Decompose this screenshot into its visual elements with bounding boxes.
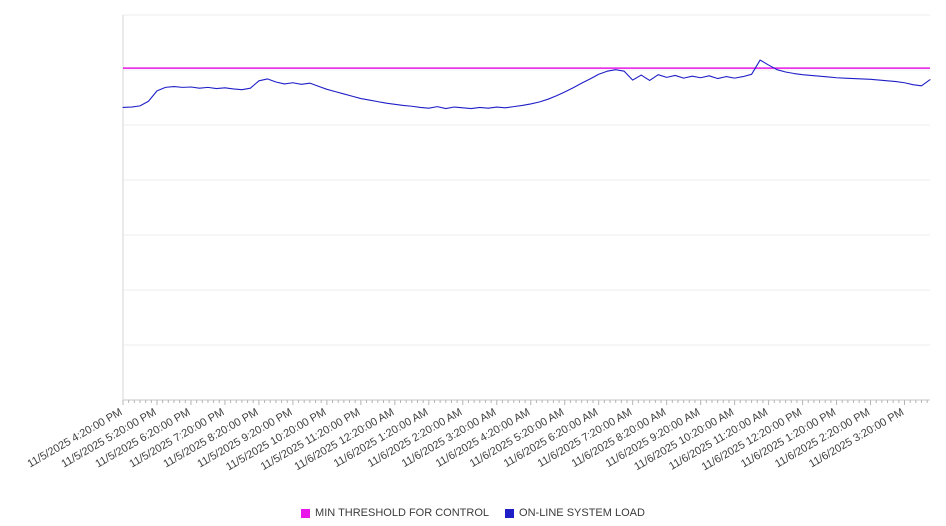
system-load-line (122, 59, 931, 110)
legend-label-min-threshold: MIN THRESHOLD FOR CONTROL (315, 507, 490, 519)
chart-legend: MIN THRESHOLD FOR CONTROL ON-LINE SYSTEM… (0, 507, 946, 519)
legend-item-system-load[interactable]: ON-LINE SYSTEM LOAD (505, 507, 645, 519)
x-axis-ticks (122, 400, 928, 405)
legend-item-min-threshold[interactable]: MIN THRESHOLD FOR CONTROL (301, 507, 489, 519)
legend-label-system-load: ON-LINE SYSTEM LOAD (519, 507, 645, 519)
threshold-swatch-icon (301, 508, 311, 518)
system-load-swatch-icon (505, 508, 515, 518)
gridlines (123, 14, 930, 401)
